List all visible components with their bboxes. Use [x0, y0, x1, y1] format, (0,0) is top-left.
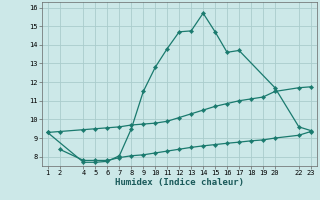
X-axis label: Humidex (Indice chaleur): Humidex (Indice chaleur) [115, 178, 244, 187]
